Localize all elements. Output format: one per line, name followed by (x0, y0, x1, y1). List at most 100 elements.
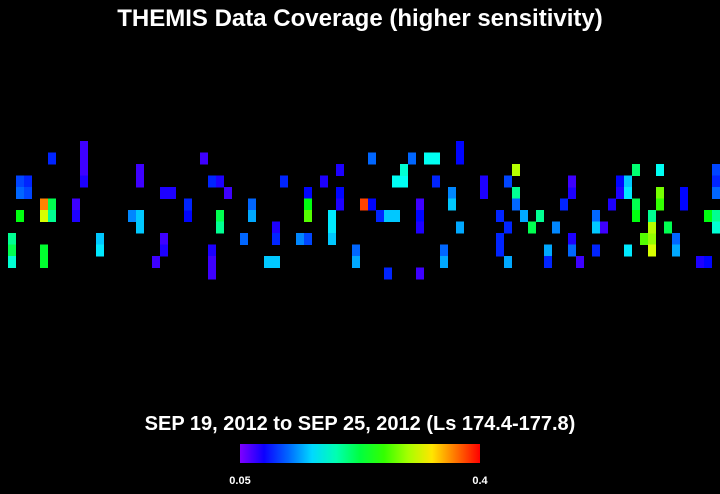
coverage-cell (392, 175, 400, 188)
coverage-cell (160, 244, 168, 257)
coverage-cell (600, 221, 608, 234)
coverage-cell (80, 164, 88, 176)
coverage-cell (72, 198, 80, 211)
coverage-cell (656, 198, 664, 211)
coverage-cell (128, 210, 136, 222)
coverage-cell (440, 256, 448, 268)
coverage-cell (336, 198, 344, 211)
coverage-cell (648, 244, 656, 257)
coverage-cell (432, 175, 440, 188)
coverage-cell (248, 198, 256, 211)
coverage-cell (240, 233, 248, 245)
coverage-cell (592, 210, 600, 222)
coverage-cell (416, 198, 424, 211)
coverage-cell (496, 244, 504, 257)
coverage-cell (712, 210, 720, 222)
coverage-cell (712, 175, 720, 188)
coverage-cell (632, 198, 640, 211)
coverage-cell (224, 187, 232, 199)
coverage-cell (272, 221, 280, 234)
coverage-cell (504, 175, 512, 188)
coverage-cell (416, 267, 424, 280)
coverage-cell (304, 210, 312, 222)
coverage-cell (656, 164, 664, 176)
coverage-cell (352, 244, 360, 257)
coverage-cell (680, 198, 688, 211)
coverage-cell (80, 141, 88, 153)
coverage-cell (168, 187, 176, 199)
coverage-cell (328, 210, 336, 222)
coverage-cell (672, 233, 680, 245)
coverage-cell (672, 244, 680, 257)
coverage-cell (696, 256, 704, 268)
coverage-cell (632, 164, 640, 176)
coverage-cell (624, 175, 632, 188)
coverage-cell (624, 244, 632, 257)
coverage-cell (376, 210, 384, 222)
coverage-cell (40, 256, 48, 268)
coverage-cell (328, 233, 336, 245)
coverage-cell (16, 187, 24, 199)
coverage-cell (152, 256, 160, 268)
coverage-cell (384, 267, 392, 280)
coverage-cell (96, 244, 104, 257)
title: THEMIS Data Coverage (higher sensitivity… (117, 5, 602, 32)
coverage-cell (664, 221, 672, 234)
coverage-cell (592, 221, 600, 234)
coverage-cell (568, 187, 576, 199)
coverage-cell (504, 256, 512, 268)
coverage-cell (296, 233, 304, 245)
coverage-cell (368, 152, 376, 165)
coverage-cell (712, 164, 720, 176)
coverage-cell (512, 187, 520, 199)
coverage-cell (496, 210, 504, 222)
coverage-cell (136, 175, 144, 188)
coverage-cell (360, 198, 368, 211)
coverage-cell (160, 233, 168, 245)
coverage-cell (208, 256, 216, 268)
coverage-cell (408, 152, 416, 165)
coverage-cell (40, 210, 48, 222)
coverage-cell (568, 175, 576, 188)
coverage-cell (96, 233, 104, 245)
coverage-cell (136, 164, 144, 176)
coverage-cell (632, 210, 640, 222)
coverage-cell (320, 175, 328, 188)
coverage-cell (616, 187, 624, 199)
coverage-cell (136, 221, 144, 234)
coverage-cell (304, 233, 312, 245)
coverage-cell (504, 221, 512, 234)
coverage-cell (24, 187, 32, 199)
coverage-cell (624, 187, 632, 199)
coverage-cell (184, 198, 192, 211)
coverage-cell (48, 210, 56, 222)
coverage-cell (304, 198, 312, 211)
coverage-cell (712, 221, 720, 234)
coverage-cell (496, 233, 504, 245)
coverage-cell (8, 233, 16, 245)
coverage-cell (704, 210, 712, 222)
coverage-cell (160, 187, 168, 199)
coverage-cell (592, 244, 600, 257)
coverage-cell (208, 175, 216, 188)
coverage-cell (712, 187, 720, 199)
coverage-cell (216, 210, 224, 222)
coverage-cell (216, 221, 224, 234)
coverage-cell (200, 152, 208, 165)
coverage-cell (208, 244, 216, 257)
coverage-cell (16, 210, 24, 222)
coverage-cell (576, 256, 584, 268)
coverage-cell (8, 256, 16, 268)
coverage-cell (480, 187, 488, 199)
coverage-cell (656, 187, 664, 199)
coverage-cell (456, 152, 464, 165)
coverage-cell (704, 256, 712, 268)
colorbar-min-label: 0.05 (229, 475, 250, 487)
coverage-cell (568, 233, 576, 245)
coverage-cell (336, 164, 344, 176)
coverage-cell (48, 152, 56, 165)
coverage-cell (72, 210, 80, 222)
coverage-cell (304, 187, 312, 199)
coverage-cell (552, 221, 560, 234)
